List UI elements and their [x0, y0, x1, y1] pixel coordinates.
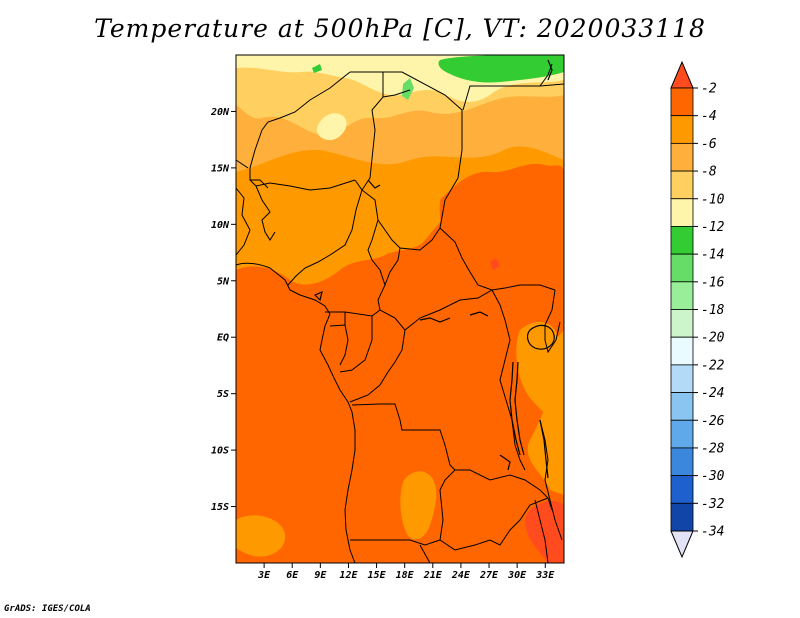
colorbar-segment [670, 309, 694, 338]
colorbar-label: -30 [701, 469, 725, 484]
colorbar-label: -18 [701, 303, 725, 318]
lat-tick-label: 15S [211, 502, 229, 513]
colorbar-segment [670, 115, 694, 144]
colorbar-label: -14 [701, 248, 724, 263]
colorbar-segment [670, 447, 694, 477]
map-axes: 20N 15N 10N 5N EQ 5S 10S 15S 3E 6E 9E 12E 15E 18E 21E 2… [210, 107, 555, 581]
lon-tick-label: 6E [286, 570, 299, 581]
colorbar-label: -16 [701, 275, 725, 290]
lat-tick-label: 5N [217, 276, 230, 287]
map-title: Temperature at 500hPa [C], VT: 202003311… [94, 14, 706, 43]
colorbar-top-triangle [670, 60, 694, 89]
patch-minus6-southwest [236, 515, 286, 557]
colorbar-label: -32 [701, 497, 725, 512]
colorbar-segment [670, 170, 694, 200]
colorbar-segment [670, 502, 694, 532]
colorbar-segment [670, 336, 694, 366]
colorbar-segment [670, 142, 694, 172]
lon-tick-label: 27E [479, 570, 499, 581]
lon-tick-label: 33E [535, 570, 555, 581]
lon-tick-label: 9E [314, 570, 327, 581]
colorbar-label: -34 [701, 525, 724, 540]
lon-tick-label: 30E [507, 570, 527, 581]
lat-tick-label: EQ [217, 333, 229, 344]
patch-minus6-eastafrica [516, 322, 564, 430]
colorbar-segment [670, 419, 694, 449]
colorbar-segment [670, 364, 694, 393]
patch-minus2-north [490, 258, 500, 270]
lakes [313, 59, 555, 479]
band-minus4-east [439, 163, 564, 269]
colorbar-segment [670, 198, 694, 227]
lon-tick-label: 24E [451, 570, 471, 581]
colorbar-label: -4 [701, 109, 717, 124]
lat-tick-label: 15N [211, 163, 230, 174]
colorbar-label: -8 [701, 165, 717, 180]
colorbar-label: -6 [701, 137, 717, 152]
patch-minus12-sahara [316, 113, 347, 141]
lon-tick-label: 15E [368, 570, 387, 581]
colorbar-segment [670, 392, 694, 421]
colorbar-segment [670, 253, 694, 283]
lat-tick-label: 10S [211, 446, 229, 457]
lat-tick-label: 10N [211, 220, 230, 231]
colorbar-segment [670, 226, 694, 255]
colorbar-label: -20 [701, 331, 725, 346]
temperature-field [236, 55, 564, 563]
patch-minus14-mid [402, 78, 414, 100]
map-frame [235, 54, 565, 564]
band-minus14-north [438, 55, 564, 83]
lon-tick-label: 12E [339, 570, 358, 581]
patch-minus6-angola [400, 471, 437, 540]
colorbar-label: -22 [701, 358, 725, 373]
country-borders [235, 63, 565, 564]
colorbar-bottom-triangle [670, 530, 694, 559]
colorbar-segment [670, 281, 694, 310]
colorbar-label: -26 [701, 414, 725, 429]
colorbar-label: -28 [701, 441, 725, 456]
lat-tick-label: 5S [217, 389, 229, 400]
lon-tick-label: 21E [423, 570, 443, 581]
grads-credit: GrADS: IGES/COLA [4, 604, 91, 614]
lat-tick-label: 20N [210, 107, 230, 118]
colorbar-label: -12 [701, 220, 725, 235]
colorbar: -2 -4 -6 -8 -10 -12 -14 -16 -18 -20 -22 -24 -26 -28 -3… [670, 60, 725, 559]
lon-tick-label: 3E [257, 570, 271, 581]
colorbar-label: -24 [701, 386, 724, 401]
colorbar-label: -10 [701, 192, 725, 207]
colorbar-segment [670, 87, 694, 117]
patch-minus14-west [312, 64, 322, 73]
colorbar-label: -2 [701, 82, 717, 97]
colorbar-segment [670, 475, 694, 504]
lon-tick-label: 18E [396, 570, 415, 581]
